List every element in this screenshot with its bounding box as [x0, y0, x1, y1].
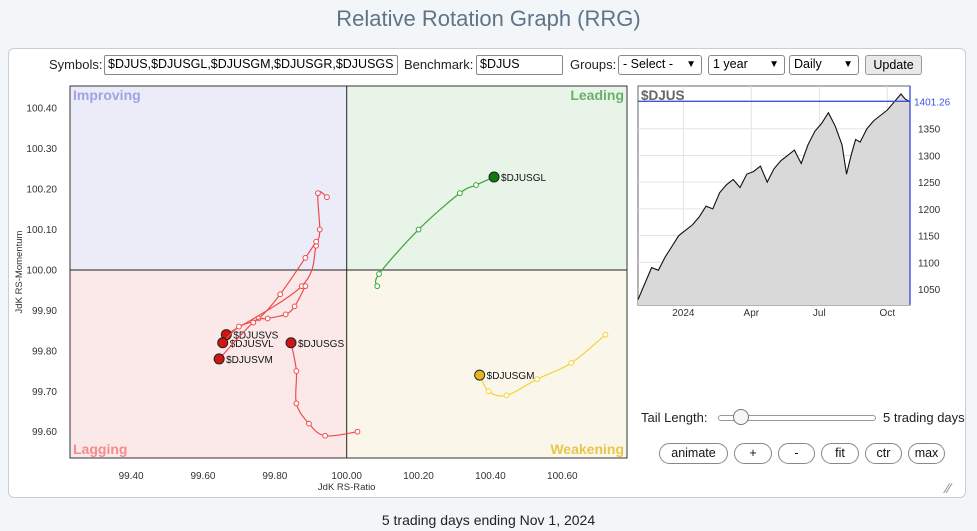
series-label-djusgl: $DJUSGL — [501, 173, 546, 184]
tail-length-slider[interactable] — [718, 415, 876, 421]
max-button[interactable]: max — [908, 443, 945, 464]
tail-point-djusgl — [415, 226, 422, 233]
x-axis-label: JdK RS-Ratio — [318, 482, 376, 493]
symbols-input[interactable]: $DJUS,$DJUSGL,$DJUSGM,$DJUSGR,$DJUSGS — [104, 55, 398, 75]
tail-point-djusgm — [602, 331, 609, 338]
tail-point-djusvl — [313, 238, 320, 245]
x-tick-label: 100.40 — [475, 471, 506, 482]
tail-point-djusvl — [235, 323, 242, 330]
footer-caption: 5 trading days ending Nov 1, 2024 — [381, 512, 596, 528]
tail-point-djusvm — [291, 303, 298, 310]
y-tick-label: 99.70 — [32, 387, 57, 398]
benchmark-label: Benchmark: — [404, 57, 474, 72]
quadrant-label-leading: Leading — [570, 87, 624, 103]
series-label-djusgm: $DJUSGM — [487, 371, 535, 382]
y-tick-label: 100.40 — [26, 104, 57, 115]
quadrant-label-lagging: Lagging — [73, 441, 127, 457]
x-tick-label: 100.00 — [331, 471, 362, 482]
quadrant-label-improving: Improving — [73, 87, 141, 103]
series-label-djusvs: $DJUSVS — [233, 331, 278, 342]
x-tick-label: 99.40 — [119, 471, 144, 482]
tail-point-djusvs — [316, 226, 323, 233]
y-tick-label: 100.10 — [26, 225, 57, 236]
chevron-down-icon: ▼ — [686, 59, 696, 70]
tail-point-djusvm — [282, 311, 289, 318]
tail-point-djusvs — [324, 194, 330, 201]
rrg-chart[interactable]: Improving Leading Lagging Weakening 99.40 99.… — [0, 0, 630, 500]
tail-point-djusgl — [376, 271, 382, 277]
zoom-out-button[interactable]: - — [778, 443, 815, 464]
period-select[interactable]: 1 year ▼ — [708, 55, 785, 75]
quadrant-lagging — [70, 269, 347, 458]
tail-point-djusgl — [374, 283, 381, 290]
animate-button[interactable]: animate — [659, 443, 728, 464]
groups-select[interactable]: - Select - ▼ — [618, 55, 702, 75]
tail-point-djusvl — [277, 291, 284, 298]
tail-point-djusgs — [293, 368, 300, 374]
chevron-down-icon: ▼ — [843, 59, 853, 70]
groups-select-value: - Select - — [623, 57, 674, 71]
quadrant-improving — [70, 86, 347, 270]
period-select-value: 1 year — [713, 57, 748, 71]
head-point-djusvl — [217, 337, 229, 349]
tail-point-djusgs — [306, 420, 312, 427]
head-point-djusgs — [285, 337, 297, 349]
tail-point-djusgm — [503, 392, 510, 399]
plot-frame — [69, 85, 628, 459]
y-tick-label: 100.20 — [26, 185, 57, 196]
tail-point-djusvm — [250, 319, 257, 326]
tail-point-djusvm — [302, 283, 309, 290]
tail-point-djusgs — [354, 428, 361, 435]
benchmark-input[interactable]: $DJUS — [476, 55, 563, 75]
update-button[interactable]: Update — [865, 55, 922, 75]
tail-point-djusvl — [302, 254, 309, 261]
series-label-djusvl: $DJUSVL — [230, 339, 274, 350]
symbols-label: Symbols: — [49, 57, 103, 72]
quadrant-leading — [346, 86, 627, 270]
fit-button[interactable]: fit — [821, 443, 859, 464]
x-tick-label: 99.60 — [190, 471, 215, 482]
tail-point-djusvm — [264, 315, 271, 322]
series-label-djusgs: $DJUSGS — [298, 339, 344, 350]
y-tick-label: 99.80 — [32, 346, 57, 357]
y-tick-label: 100.30 — [26, 144, 57, 155]
tail-point-djusgm — [534, 376, 541, 383]
tail-length-label: Tail Length: — [641, 410, 708, 425]
x-tick-label: 100.20 — [403, 471, 434, 482]
head-point-djusgl — [488, 171, 500, 183]
page-title: Relative Rotation Graph (RRG) — [336, 6, 641, 31]
tail-point-djusgl — [457, 190, 463, 197]
chevron-down-icon: ▼ — [769, 59, 779, 70]
resize-handle-icon[interactable]: ∕∕ — [946, 480, 951, 496]
y-axis-label: JdK RS-Momentum — [14, 230, 25, 313]
center-button[interactable]: ctr — [865, 443, 902, 464]
quadrant-label-weakening: Weakening — [550, 441, 624, 457]
tail-point-djusgl — [473, 182, 479, 188]
y-tick-label: 100.00 — [26, 265, 57, 276]
head-point-djusgm — [474, 369, 486, 381]
y-tick-label: 99.90 — [32, 306, 57, 317]
tail-point-djusgs — [293, 400, 300, 407]
head-point-djusvm — [213, 353, 225, 365]
tail-point-djusvs — [315, 190, 321, 197]
tail-length-value: 5 trading days — [883, 410, 965, 425]
tail-point-djusgm — [485, 388, 492, 395]
y-tick-label: 99.60 — [32, 427, 57, 438]
quadrant-weakening — [346, 269, 627, 458]
x-tick-label: 99.80 — [262, 471, 287, 482]
tail-length-slider-handle[interactable] — [733, 409, 749, 425]
x-tick-label: 100.60 — [547, 471, 578, 482]
tail-point-djusgs — [322, 432, 329, 439]
groups-label: Groups: — [570, 57, 617, 72]
zoom-in-button[interactable]: + — [734, 443, 772, 464]
frequency-select[interactable]: Daily ▼ — [789, 55, 859, 75]
series-label-djusvm: $DJUSVM — [226, 355, 273, 366]
tail-point-djusgm — [568, 360, 575, 366]
frequency-select-value: Daily — [794, 57, 822, 71]
